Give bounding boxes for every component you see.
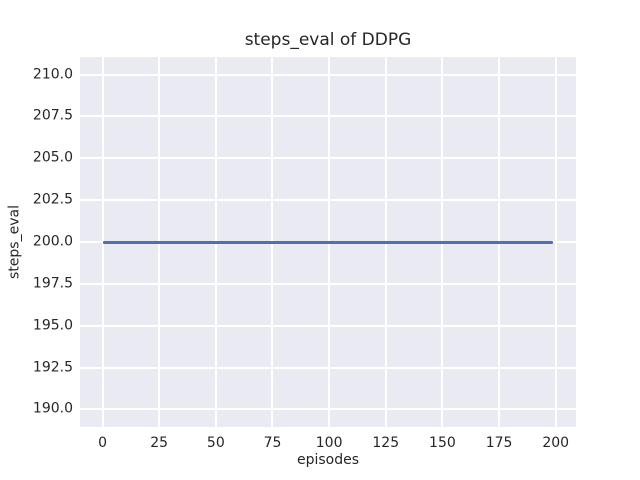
x-tick-label: 125 [372, 435, 400, 451]
x-tick-label: 100 [315, 435, 343, 451]
y-tick-label: 202.5 [32, 191, 73, 208]
y-tick-label: 210.0 [32, 66, 73, 83]
x-tick-label: 50 [206, 435, 225, 451]
x-axis-label: episodes [296, 452, 360, 468]
data-line-steps_eval [102, 240, 554, 244]
horizontal-gridline [80, 324, 576, 327]
x-tick-label: 175 [485, 435, 513, 451]
horizontal-gridline [80, 199, 576, 202]
x-tick-label: 25 [150, 435, 169, 451]
x-tick-label: 0 [98, 435, 107, 451]
y-tick-label: 200.0 [32, 233, 73, 250]
x-tick-label: 75 [263, 435, 282, 451]
horizontal-gridline [80, 115, 576, 118]
y-tick-label: 195.0 [32, 317, 73, 334]
horizontal-gridline [80, 157, 576, 160]
y-tick-label: 192.5 [32, 359, 73, 376]
y-tick-label: 197.5 [32, 275, 73, 292]
horizontal-gridline [80, 73, 576, 76]
plot-area [80, 57, 576, 427]
y-tick-label: 205.0 [32, 149, 73, 166]
horizontal-gridline [80, 282, 576, 285]
y-tick-label: 190.0 [32, 400, 73, 417]
chart-title: steps_eval of DDPG [244, 30, 412, 50]
y-tick-label: 207.5 [32, 107, 73, 124]
x-tick-label: 150 [429, 435, 456, 451]
horizontal-gridline [80, 366, 576, 369]
horizontal-gridline [80, 408, 576, 411]
x-tick-label: 200 [542, 435, 570, 451]
